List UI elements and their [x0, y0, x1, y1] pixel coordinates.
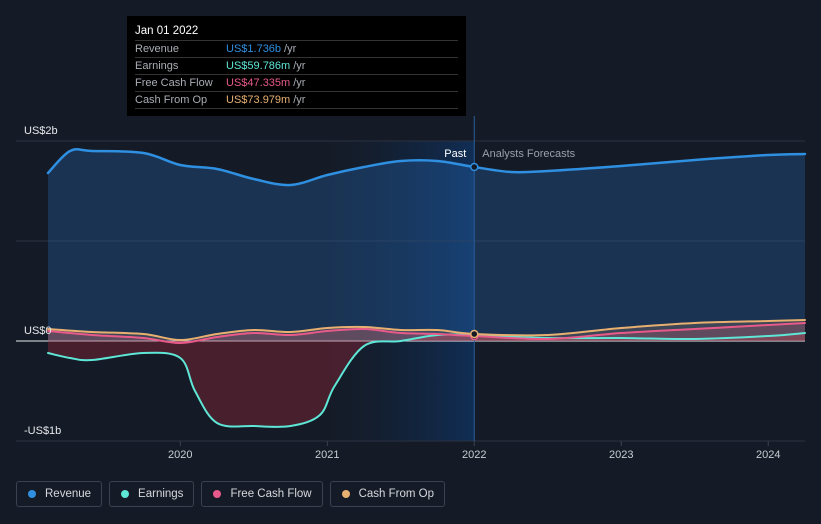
x-tick-label: 2020 [168, 449, 192, 461]
tooltip-label: Free Cash Flow [135, 77, 213, 89]
legend-dot-icon [213, 490, 222, 498]
legend-label: Revenue [45, 488, 92, 500]
cash-from-op-marker [470, 329, 479, 339]
tooltip-value: US$1.736b [226, 43, 282, 55]
tooltip-unit: /yr [293, 60, 306, 72]
legend-item-free-cash-flow[interactable]: Free Cash Flow [201, 481, 323, 507]
revenue-area [48, 149, 805, 341]
earnings-area [48, 333, 805, 427]
legend: Revenue Earnings Free Cash Flow Cash Fro… [16, 481, 446, 507]
x-tick-label: 2023 [609, 449, 633, 461]
tooltip-value: US$73.979m [226, 94, 291, 106]
x-tick-label: 2022 [462, 449, 486, 461]
x-tick-label: 2024 [756, 449, 780, 461]
free-cash-flow-line [47, 322, 806, 345]
past-highlight-region [327, 141, 475, 441]
tooltip-label: Revenue [135, 43, 180, 55]
legend-dot-icon [28, 490, 36, 498]
revenue-marker [470, 162, 479, 172]
legend-item-earnings[interactable]: Earnings [109, 481, 195, 507]
past-label: Past [444, 148, 466, 160]
forecast-label: Analysts Forecasts [482, 148, 575, 160]
tooltip-unit: /yr [293, 94, 306, 106]
legend-label: Free Cash Flow [230, 488, 312, 500]
x-tick-label: 2021 [315, 449, 339, 461]
y-tick-label: US$2b [24, 125, 58, 137]
y-tick-label: -US$1b [24, 425, 61, 437]
tooltip-unit: /yr [284, 43, 297, 55]
tooltip-row-free-cash-flow: Free Cash Flow US$47.335m /yr [135, 75, 458, 92]
legend-label: Earnings [138, 488, 184, 500]
tooltip-row-revenue: Revenue US$1.736b /yr [135, 41, 458, 58]
cash-from-op-line [47, 319, 806, 341]
tooltip-value: US$59.786m [226, 60, 291, 72]
legend-item-revenue[interactable]: Revenue [16, 481, 103, 507]
tooltip-row-earnings: Earnings US$59.786m /yr [135, 58, 458, 75]
earnings-line [47, 332, 806, 428]
y-tick-label: US$0 [24, 325, 52, 337]
revenue-line [46, 148, 807, 187]
tooltip-value: US$47.335m [226, 77, 291, 89]
legend-dot-icon [341, 490, 350, 498]
tooltip-row-cash-from-op: Cash From Op US$73.979m /yr [135, 92, 458, 109]
tooltip: Jan 01 2022 Revenue US$1.736b /yr Earnin… [127, 16, 466, 116]
tooltip-date: Jan 01 2022 [135, 23, 458, 41]
legend-label: Cash From Op [358, 488, 435, 500]
legend-dot-icon [121, 490, 130, 498]
tooltip-label: Earnings [135, 60, 179, 72]
tooltip-unit: /yr [293, 77, 306, 89]
tooltip-label: Cash From Op [135, 94, 208, 106]
legend-item-cash-from-op[interactable]: Cash From Op [329, 481, 446, 507]
